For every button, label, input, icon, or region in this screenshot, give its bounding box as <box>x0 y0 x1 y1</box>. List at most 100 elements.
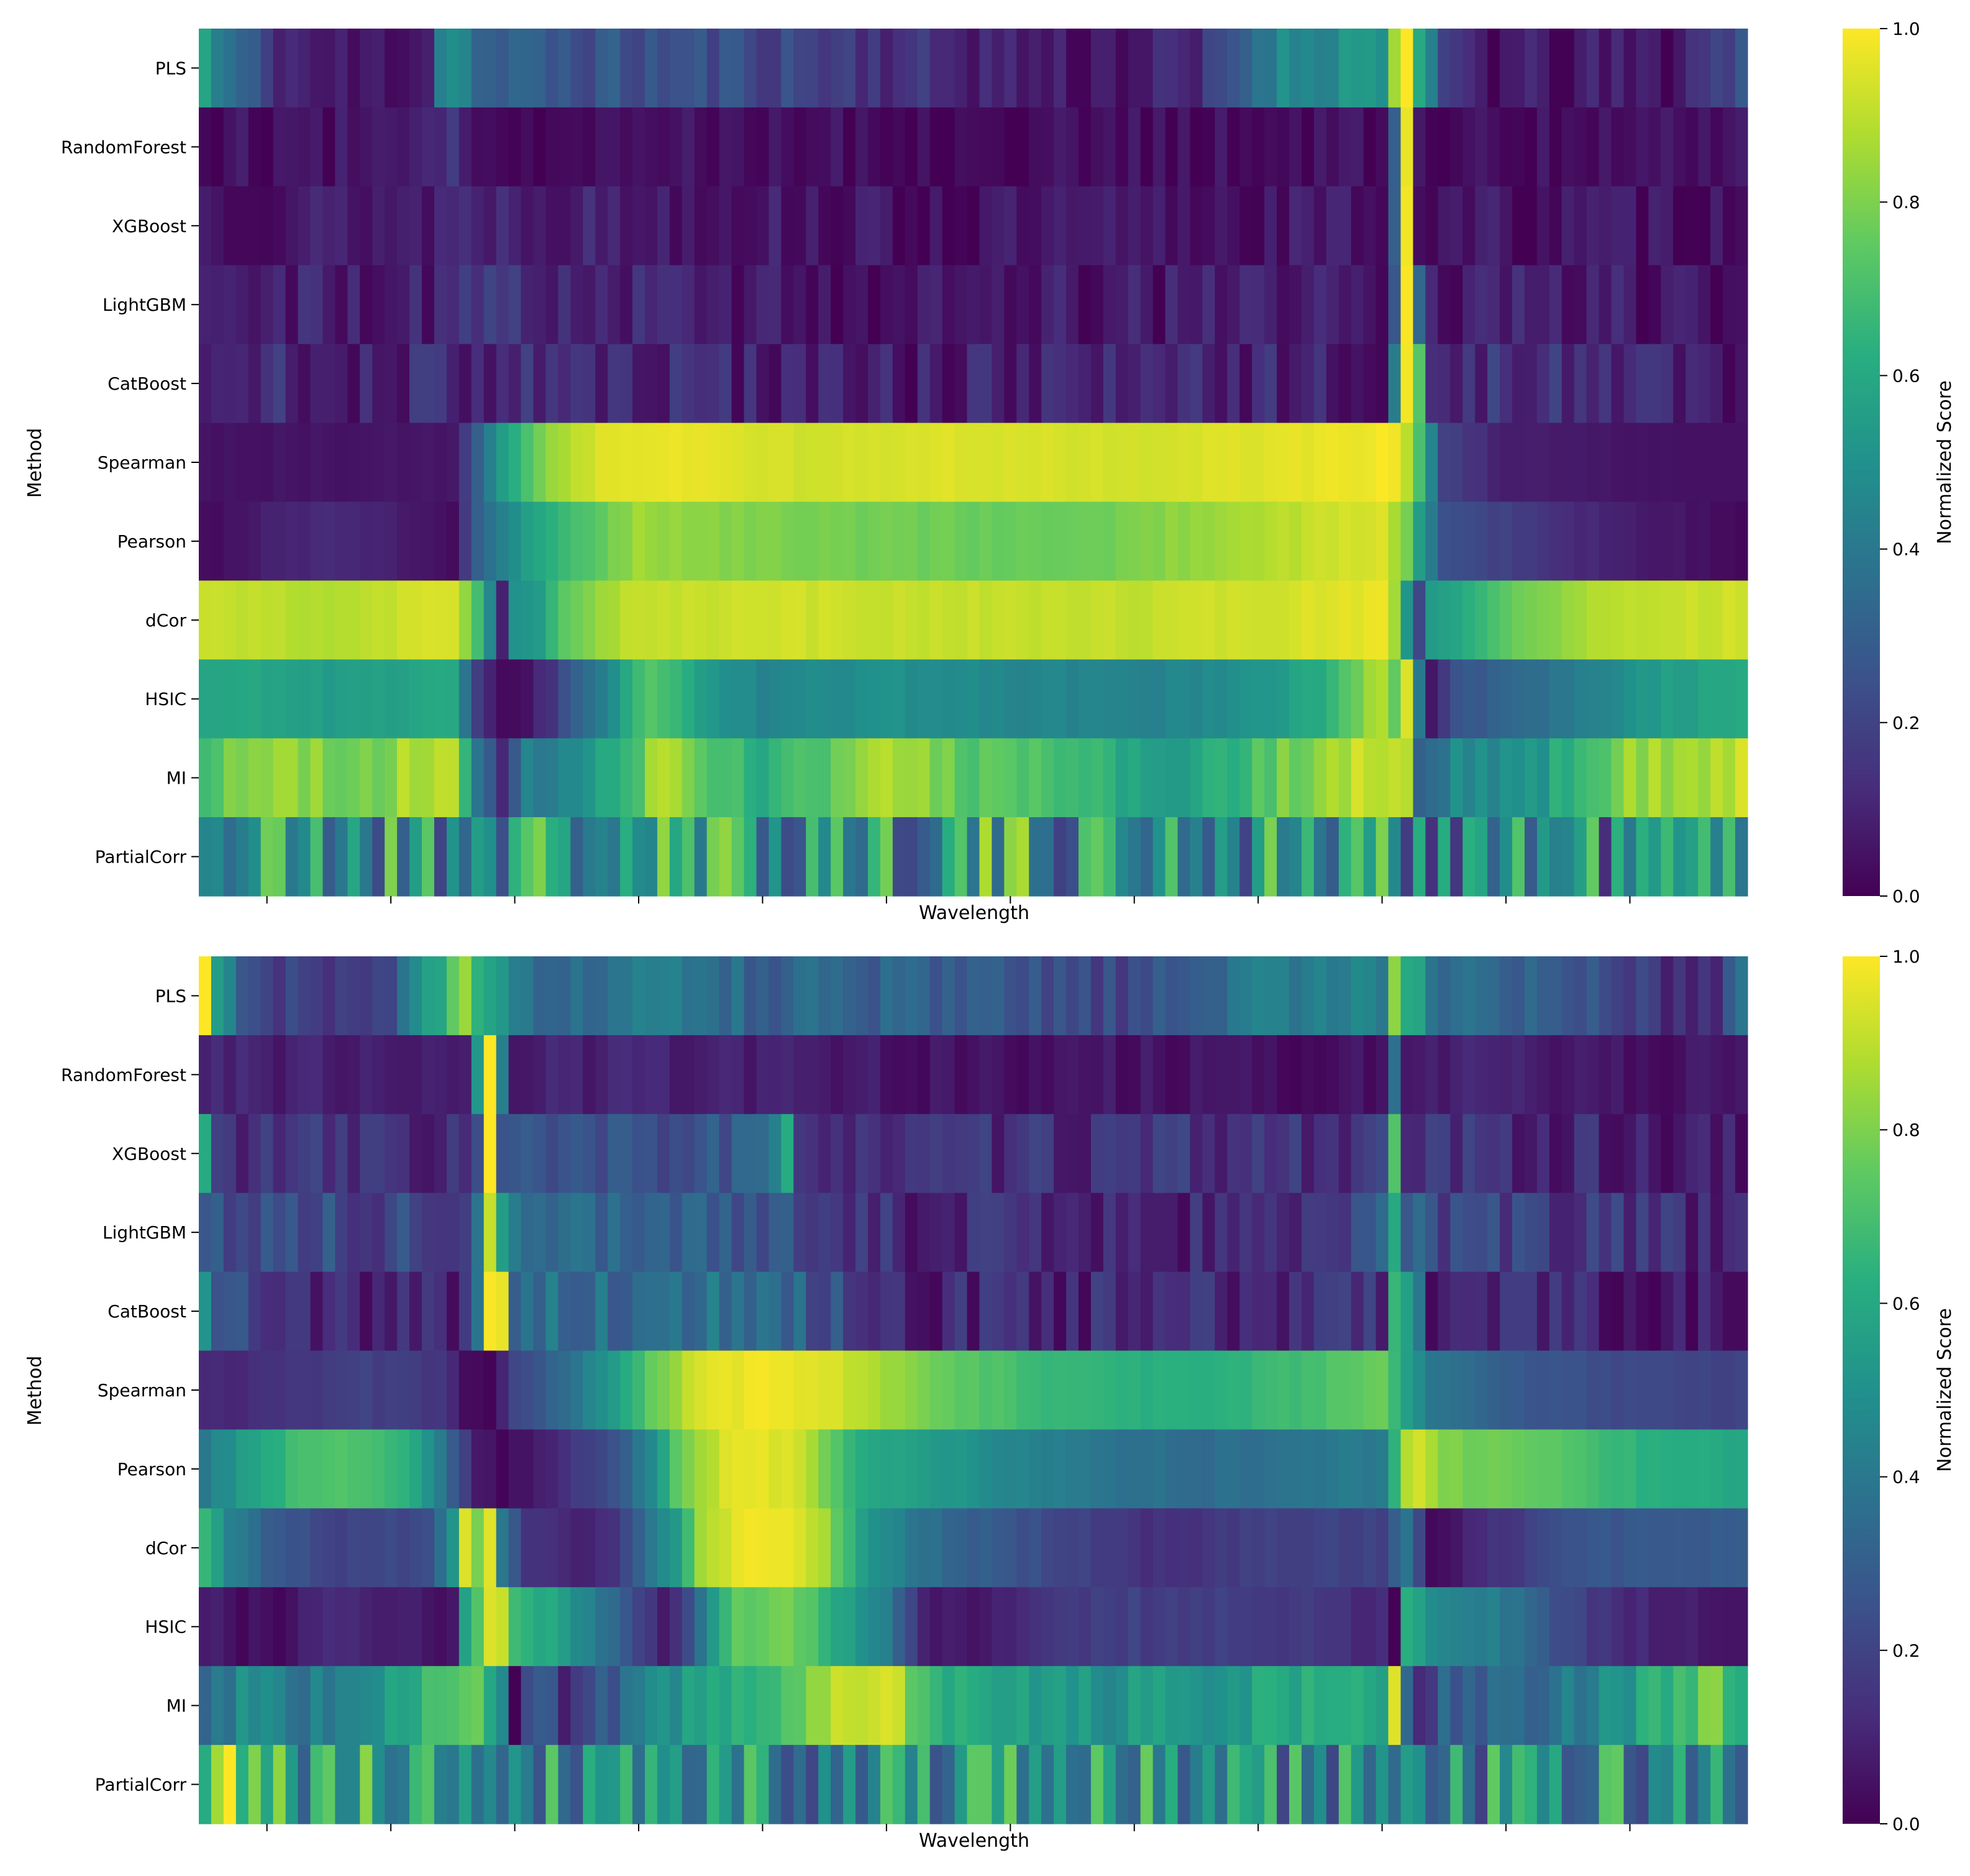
heatmap-cell <box>719 107 732 187</box>
heatmap-cell <box>632 1429 645 1509</box>
heatmap-cell <box>1698 956 1711 1036</box>
heatmap-cell <box>1487 659 1500 739</box>
heatmap-cell <box>1574 956 1587 1036</box>
heatmap-cell <box>421 344 435 424</box>
heatmap-cell <box>843 186 856 266</box>
heatmap-cell <box>620 423 633 503</box>
heatmap-cell <box>867 738 881 818</box>
heatmap-cell <box>1661 1745 1674 1824</box>
heatmap-cell <box>1388 659 1402 739</box>
heatmap-cell <box>1685 1508 1699 1588</box>
heatmap-cell <box>979 107 993 187</box>
heatmap-cell <box>855 1745 869 1824</box>
heatmap-cell <box>248 956 262 1036</box>
heatmap-cell <box>929 738 943 818</box>
heatmap-cell <box>521 659 534 739</box>
heatmap-cell <box>929 580 943 660</box>
heatmap-cell <box>1252 1666 1265 1746</box>
heatmap-cell <box>496 501 509 581</box>
heatmap-cell <box>1500 501 1513 581</box>
heatmap-cell <box>570 265 583 345</box>
heatmap-cell <box>1450 817 1463 897</box>
heatmap-cell <box>806 817 819 897</box>
heatmap-cell <box>669 423 683 503</box>
heatmap-cell <box>1673 1666 1686 1746</box>
heatmap-cell <box>335 1429 348 1509</box>
heatmap-cell <box>385 1429 398 1509</box>
heatmap-cell <box>248 738 262 818</box>
heatmap-cell <box>360 1429 373 1509</box>
heatmap-cell <box>1636 956 1649 1036</box>
heatmap-cell <box>1375 1114 1389 1194</box>
heatmap-cell <box>347 659 360 739</box>
heatmap-cell <box>706 659 720 739</box>
heatmap-cell <box>1475 1271 1488 1352</box>
heatmap-cell <box>471 1587 485 1667</box>
heatmap-cell <box>558 956 571 1036</box>
heatmap-cell <box>1326 1745 1339 1824</box>
heatmap-cell <box>1103 501 1116 581</box>
heatmap-cell <box>322 186 335 266</box>
heatmap-cell <box>917 1350 931 1430</box>
heatmap-cell <box>1004 817 1017 897</box>
heatmap-cell <box>1623 1035 1637 1115</box>
heatmap-cell <box>1190 1745 1203 1824</box>
heatmap-cell <box>1648 107 1661 187</box>
heatmap-cell <box>1512 817 1525 897</box>
heatmap-cell <box>1177 344 1191 424</box>
heatmap-cell <box>1698 1192 1711 1273</box>
heatmap-cell <box>1054 1192 1067 1273</box>
heatmap-cell <box>1115 1587 1129 1667</box>
heatmap-cell <box>1425 956 1438 1036</box>
heatmap-cell <box>372 344 385 424</box>
heatmap-cell <box>1710 1035 1723 1115</box>
heatmap-cell <box>1598 1508 1612 1588</box>
heatmap-cell <box>818 423 831 503</box>
heatmap-cell <box>335 1035 348 1115</box>
heatmap-cell <box>694 1587 708 1667</box>
heatmap-cell <box>1685 1587 1699 1667</box>
heatmap-cell <box>1128 1271 1141 1352</box>
heatmap-cell <box>458 659 472 739</box>
heatmap-cell <box>1487 956 1500 1036</box>
heatmap-cell <box>1103 265 1116 345</box>
heatmap-cell <box>644 580 658 660</box>
heatmap-cell <box>570 1350 583 1430</box>
heatmap-cell <box>1735 501 1748 581</box>
heatmap-cell <box>1252 1508 1265 1588</box>
heatmap-cell <box>1239 1350 1252 1430</box>
heatmap-cell <box>620 265 633 345</box>
heatmap-cell <box>1685 107 1699 187</box>
heatmap-cell <box>1004 265 1017 345</box>
heatmap-cell <box>1710 1508 1723 1588</box>
heatmap-cell <box>954 1350 968 1430</box>
heatmap-cell <box>1215 423 1228 503</box>
heatmap-cell <box>496 580 509 660</box>
heatmap-cell <box>471 1035 485 1115</box>
heatmap-cell <box>905 344 918 424</box>
heatmap-cell <box>421 1666 435 1746</box>
heatmap-cell <box>657 107 670 187</box>
heatmap-cell <box>892 344 906 424</box>
heatmap-cell <box>756 738 770 818</box>
heatmap-cell <box>632 1508 645 1588</box>
heatmap-cell <box>793 580 806 660</box>
heatmap-cell <box>397 1035 410 1115</box>
heatmap-cell <box>248 501 262 581</box>
heatmap-cell <box>620 1114 633 1194</box>
heatmap-cell <box>595 817 608 897</box>
heatmap-cell <box>942 1350 955 1430</box>
heatmap-cell <box>1351 1271 1364 1352</box>
heatmap-cell <box>1500 1508 1513 1588</box>
heatmap-cell <box>298 501 311 581</box>
heatmap-cell <box>545 265 559 345</box>
heatmap-cell <box>285 1666 299 1746</box>
heatmap-cell <box>1723 1271 1736 1352</box>
heatmap-cell <box>1264 1271 1277 1352</box>
heatmap-cell <box>1400 580 1414 660</box>
heatmap-cell <box>434 1429 447 1509</box>
heatmap-cell <box>1165 1035 1179 1115</box>
heatmap-cell <box>347 956 360 1036</box>
heatmap-cell <box>583 1350 596 1430</box>
heatmap-cell <box>855 29 869 108</box>
